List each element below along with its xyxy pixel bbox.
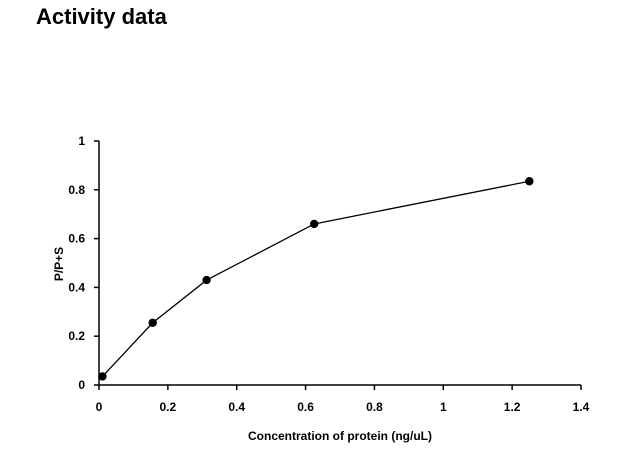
page-title: Activity data bbox=[36, 4, 167, 29]
y-axis-ticks: 0 0.2 0.4 0.6 0.8 1 bbox=[68, 134, 99, 392]
x-axis-label: Concentration of protein (ng/uL) bbox=[248, 429, 432, 443]
x-tick-label: 0 bbox=[96, 400, 103, 414]
data-point bbox=[525, 177, 534, 186]
y-axis-label: P/P+S bbox=[52, 247, 66, 281]
y-tick-label: 0.8 bbox=[68, 183, 85, 197]
x-tick-label: 0.8 bbox=[366, 400, 383, 414]
series-line bbox=[101, 180, 530, 377]
x-tick-label: 0.2 bbox=[160, 400, 177, 414]
y-tick-label: 0.4 bbox=[68, 280, 85, 294]
data-series bbox=[98, 177, 534, 381]
y-tick-label: 0.2 bbox=[68, 329, 85, 343]
x-tick-label: 1.2 bbox=[504, 400, 521, 414]
data-point bbox=[309, 219, 319, 229]
y-tick-label: 0 bbox=[78, 378, 85, 392]
data-point bbox=[98, 372, 107, 381]
x-tick-label: 0.6 bbox=[297, 400, 314, 414]
x-tick-label: 1.4 bbox=[573, 400, 590, 414]
x-axis-ticks: 0 0.2 0.4 0.6 0.8 1 1.2 1.4 bbox=[96, 385, 590, 414]
data-point bbox=[148, 318, 157, 327]
chart-axes bbox=[98, 141, 581, 386]
x-tick-label: 0.4 bbox=[228, 400, 245, 414]
x-tick-label: 1 bbox=[440, 400, 447, 414]
y-tick-label: 0.6 bbox=[68, 232, 85, 246]
data-point bbox=[202, 275, 211, 285]
y-tick-label: 1 bbox=[78, 134, 85, 148]
